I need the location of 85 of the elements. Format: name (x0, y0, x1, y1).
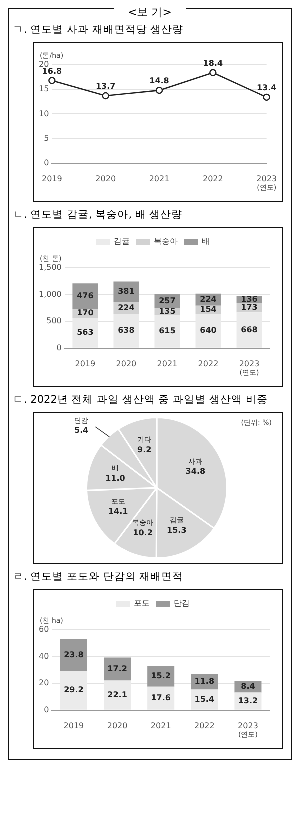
data-label: 16.8 (42, 66, 62, 76)
chart-title: ㄴ. 연도별 감귤, 복숭아, 배 생산량 (13, 208, 184, 222)
point (263, 94, 270, 102)
data-label: 135 (159, 306, 176, 316)
data-label: 563 (77, 328, 94, 338)
x-tick-label: 2022 (202, 174, 224, 184)
bar (72, 284, 98, 310)
bar (148, 666, 175, 687)
data-label: 8.4 (241, 682, 256, 692)
chart-title: ㄱ. 연도별 사과 재배면적당 생산량 (13, 23, 185, 37)
legend-label: 복숭아 (154, 237, 178, 246)
x-tick-label: 2021 (157, 359, 178, 368)
data-label: 13.7 (96, 82, 116, 92)
legend-label: 단감 (174, 599, 190, 608)
point (48, 77, 56, 84)
data-label: 257 (159, 296, 176, 306)
data-label: 14.8 (150, 76, 170, 86)
data-label: 15.3 (167, 526, 187, 535)
x-tick-label: 2022 (198, 359, 219, 368)
legend-label: 배 (202, 237, 210, 246)
data-label: 18.4 (203, 58, 224, 68)
y-tick-label: 40 (38, 652, 50, 661)
data-label: 224 (118, 303, 136, 312)
data-label: 173 (241, 303, 258, 312)
y-tick-label: 60 (38, 625, 50, 634)
data-label: 154 (200, 305, 218, 314)
x-tick-label: 2023 (238, 721, 258, 730)
data-label: 5.4 (74, 426, 90, 436)
data-label: 15.2 (151, 672, 171, 681)
x-tick-label: 2023 (256, 174, 277, 184)
x-tick-label: 2019 (75, 359, 96, 368)
data-label: 10.2 (133, 528, 153, 538)
data-label: 638 (118, 326, 136, 336)
data-label: 13.2 (238, 696, 258, 706)
x-tick-label: 2019 (42, 174, 62, 184)
y-tick-label: 1,000 (38, 290, 62, 299)
data-label: 13.4 (256, 84, 278, 93)
point (156, 86, 164, 94)
data-label: 668 (241, 325, 258, 334)
data-label: 224 (200, 294, 218, 304)
data-label: 9.2 (138, 445, 152, 454)
x-tick-label: 2020 (96, 174, 116, 184)
y-tick-label: 10 (38, 109, 50, 118)
data-label: 476 (77, 291, 94, 300)
y-tick-label: 0 (44, 158, 50, 168)
bar (148, 686, 175, 710)
y-tick-label: 500 (46, 316, 62, 326)
x-tick-label: 2020 (107, 721, 128, 730)
point (102, 92, 110, 100)
data-label: 22.1 (108, 690, 128, 700)
legend-label: 감귤 (114, 237, 130, 246)
x-tick-label: 2021 (149, 174, 170, 184)
x-tick-label: 2022 (194, 721, 215, 730)
bar (60, 639, 88, 672)
data-label: 615 (159, 326, 176, 336)
y-tick-label: 20 (38, 678, 50, 688)
y-tick-label: 1,500 (38, 263, 62, 272)
data-label: 640 (200, 326, 218, 336)
x-tick-label: 2020 (116, 359, 137, 368)
data-label: 15.4 (194, 694, 215, 704)
bar (104, 658, 132, 681)
data-label: 23.8 (64, 650, 84, 660)
data-label: 14.1 (108, 507, 129, 516)
data-label: 34.8 (186, 467, 206, 476)
x-tick-label: 2019 (64, 721, 84, 730)
chart-title: ㄹ. 연도별 포도와 단감의 재배면적 (13, 570, 185, 584)
legend-label: 포도 (134, 599, 150, 608)
y-tick-label: 5 (44, 134, 50, 143)
x-tick-label: 2023 (239, 359, 260, 368)
text: <보 기> (114, 6, 186, 19)
data-label: 381 (118, 287, 136, 296)
chart-title: ㄷ. 2022년 전체 과일 생산액 중 과일별 생산액 비중 (13, 393, 269, 407)
y-tick-label: 20 (38, 60, 50, 70)
data-label: 11.8 (194, 676, 215, 686)
data-label: 136 (241, 294, 258, 304)
data-label: 170 (77, 308, 94, 318)
data-label: 17.6 (151, 693, 172, 702)
point (210, 69, 217, 76)
x-tick-label: 2021 (150, 721, 172, 730)
y-tick-label: 0 (44, 705, 50, 714)
y-tick-label: 0 (56, 343, 62, 352)
data-label: 17.2 (108, 664, 128, 674)
data-label: 11.0 (106, 474, 126, 483)
y-tick-label: 15 (38, 84, 50, 94)
data-label: 29.2 (64, 686, 84, 695)
